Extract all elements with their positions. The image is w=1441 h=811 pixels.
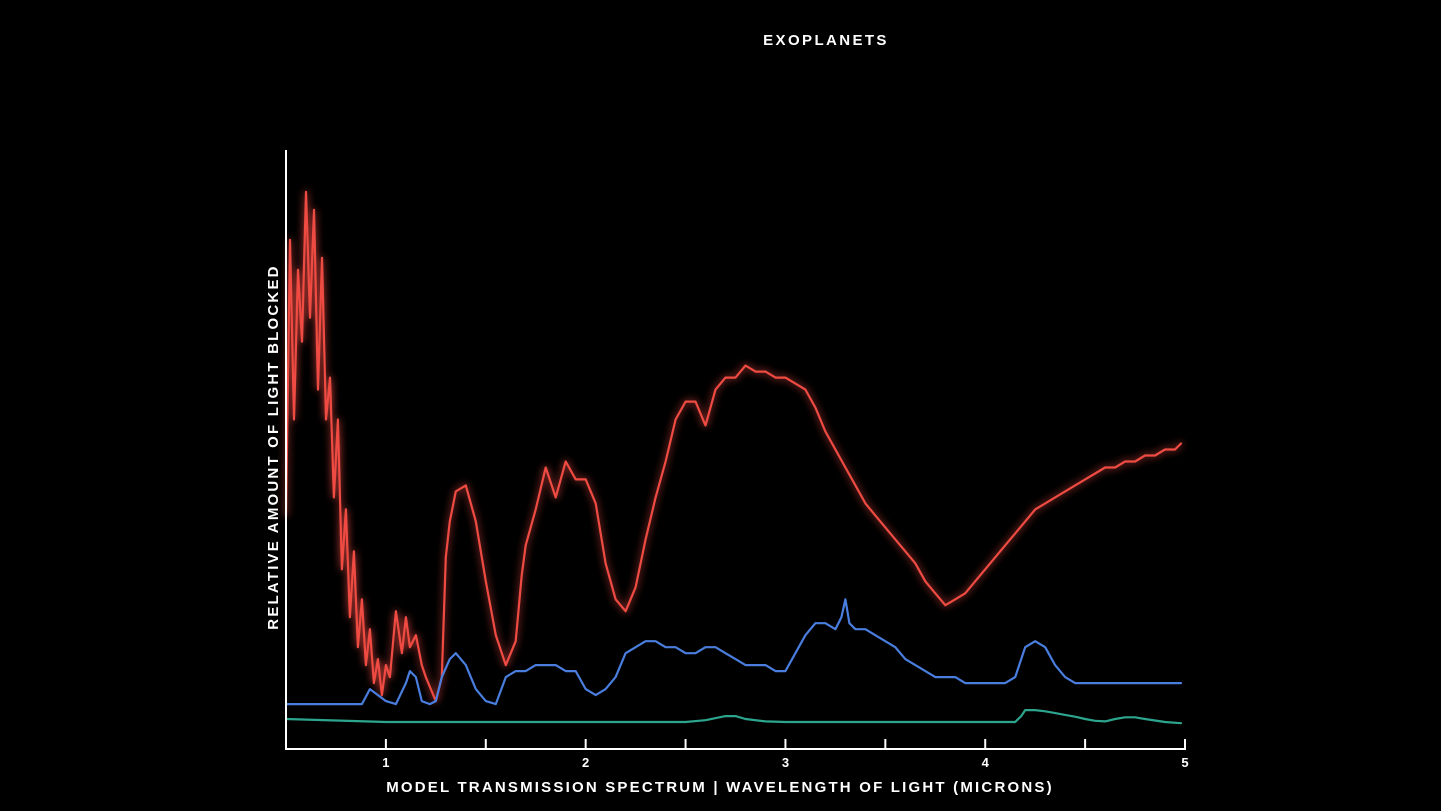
series-layer — [284, 190, 1183, 725]
spectrum-series-line-2 — [284, 598, 1183, 706]
x-tick-label: 1 — [382, 755, 389, 770]
chart-title: EXOPLANETS — [763, 32, 889, 49]
x-axis-label: MODEL TRANSMISSION SPECTRUM | WAVELENGTH… — [386, 779, 1054, 796]
y-axis-label: RELATIVE AMOUNT OF LIGHT BLOCKED — [265, 264, 282, 629]
x-tick-label: 5 — [1181, 755, 1188, 770]
x-tick-label: 2 — [582, 755, 589, 770]
x-axis-ticks: 1 2 3 4 5 — [382, 739, 1189, 770]
x-tick-label: 4 — [982, 755, 990, 770]
spectrum-series-line-1 — [284, 190, 1183, 703]
spectrum-series-line-3 — [284, 709, 1183, 725]
x-tick-label: 3 — [782, 755, 789, 770]
